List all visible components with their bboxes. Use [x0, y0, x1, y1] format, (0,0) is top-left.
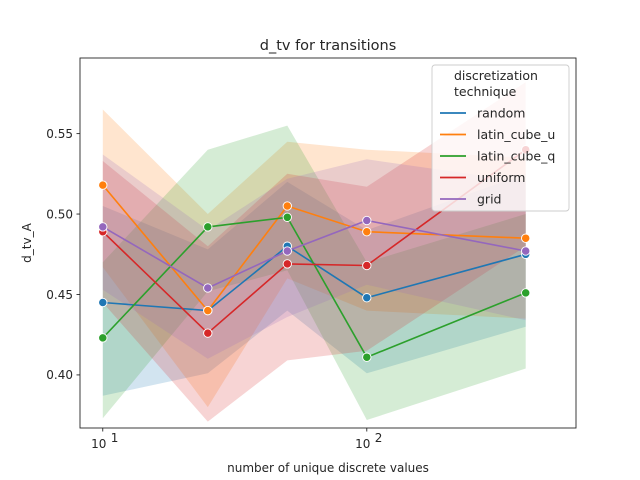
x-axis-label: number of unique discrete values [227, 461, 429, 475]
legend-label-latin_cube_u: latin_cube_u [477, 127, 555, 142]
point-grid-0 [98, 222, 108, 232]
point-grid-3 [362, 215, 372, 226]
x-tick-exponent-1: 2 [375, 431, 383, 445]
y-tick-label-3: 0.55 [46, 127, 73, 141]
y-axis-label: d_tv_A [20, 222, 34, 262]
y-tick-label-1: 0.45 [46, 288, 73, 302]
point-latin_cube_q-4 [521, 288, 531, 298]
legend-label-grid: grid [477, 192, 501, 207]
chart-title: d_tv for transitions [260, 38, 397, 54]
point-random-3 [362, 293, 372, 303]
legend-label-uniform: uniform [477, 170, 525, 185]
point-uniform-2 [282, 259, 292, 269]
legend-title-line-1: discretization [454, 68, 538, 83]
point-latin_cube_u-0 [98, 180, 108, 190]
legend-label-random: random [477, 106, 525, 121]
point-uniform-1 [203, 328, 213, 338]
point-latin_cube_u-2 [282, 201, 292, 211]
point-latin_cube_u-4 [521, 233, 531, 243]
y-tick-label-0: 0.40 [46, 368, 73, 382]
band-latin_cube_q [102, 125, 526, 420]
band-random [102, 173, 526, 396]
point-latin_cube_u-1 [203, 305, 213, 316]
point-random-0 [98, 297, 108, 308]
point-latin_cube_q-3 [362, 352, 372, 362]
x-tick-label-0: 10 [91, 437, 106, 451]
x-axis-ticks: 10 1 10 2 [91, 428, 382, 451]
y-axis-ticks: 0.40 0.45 0.50 0.55 [46, 127, 80, 382]
y-tick-label-2: 0.50 [46, 207, 73, 221]
point-uniform-3 [362, 260, 372, 271]
point-grid-1 [203, 283, 213, 293]
point-latin_cube_q-2 [282, 212, 292, 222]
legend: discretization technique random latin_cub… [431, 64, 570, 212]
point-latin_cube_q-1 [203, 222, 213, 232]
legend-label-latin_cube_q: latin_cube_q [477, 149, 555, 164]
point-latin_cube_u-3 [362, 227, 372, 237]
x-tick-exponent-0: 1 [111, 431, 119, 445]
legend-title-line-2: technique [454, 84, 517, 99]
plot-frame [79, 57, 577, 429]
point-grid-2 [282, 246, 292, 256]
point-grid-4 [521, 246, 531, 256]
legend-frame [431, 64, 570, 212]
series-markers [98, 145, 531, 362]
point-latin_cube_q-0 [98, 333, 108, 343]
x-tick-label-1: 10 [355, 437, 370, 451]
